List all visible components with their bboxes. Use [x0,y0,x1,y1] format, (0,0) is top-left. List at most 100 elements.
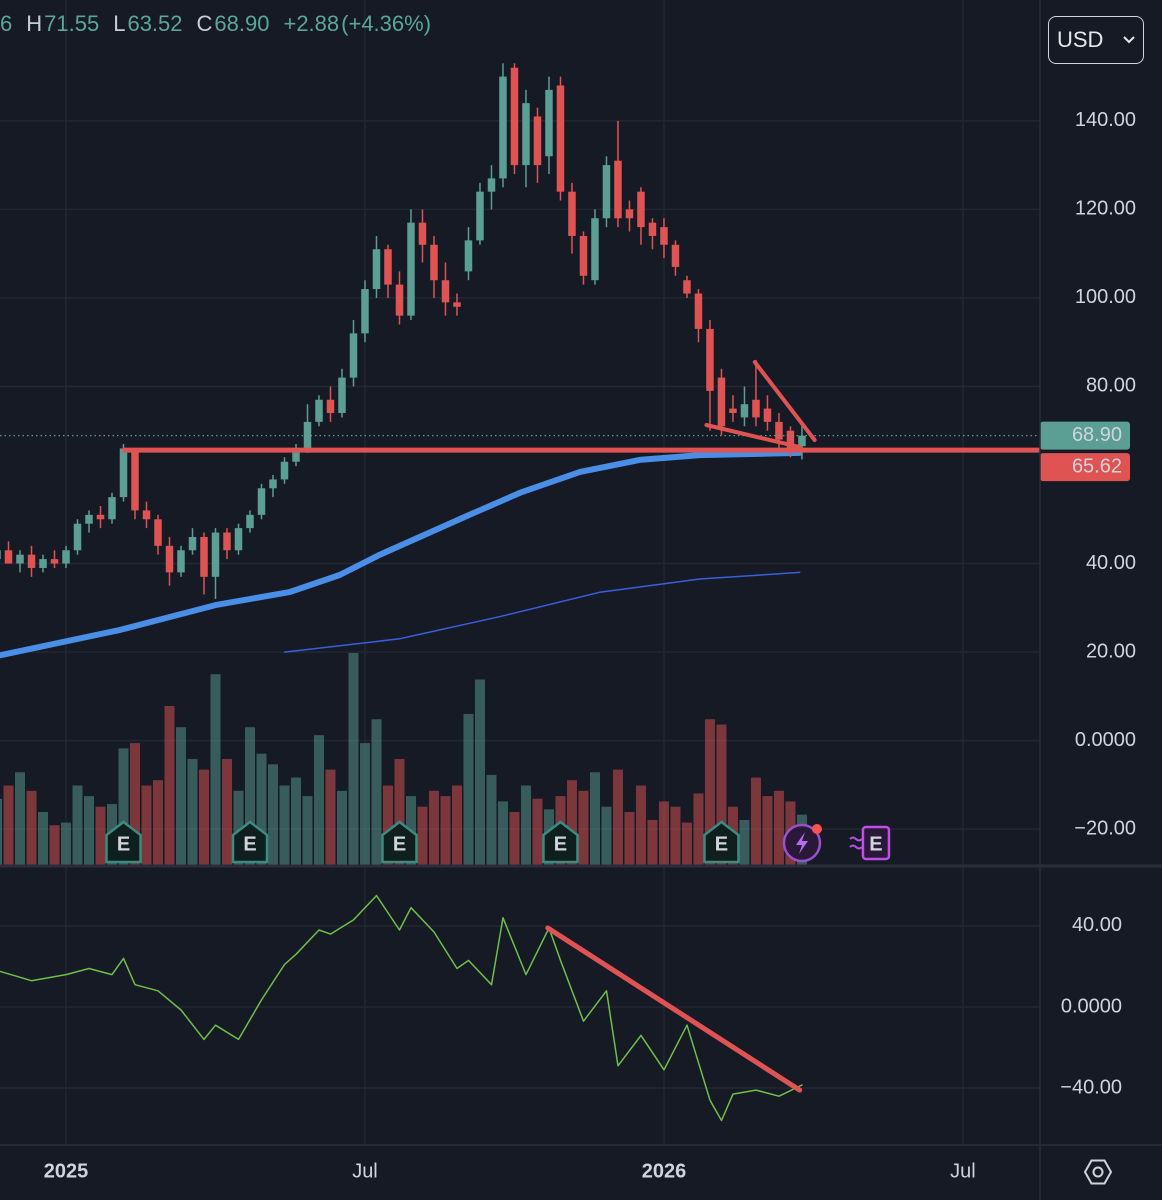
candle-body [223,532,231,551]
volume-bar [578,790,589,865]
volume-bar [532,798,543,865]
candle-body [154,519,162,546]
volume-bar [26,790,37,865]
candle-body [556,85,565,192]
candle-body [648,222,657,236]
volume-bar [509,812,520,865]
earnings-icon-label: E [393,833,406,855]
volume-bar [624,812,635,865]
volume-bar [359,743,370,865]
volume-bar [244,727,255,865]
volume-bar [61,822,72,865]
candle-body [108,497,116,520]
candle-body [476,191,484,241]
volume-bar [463,713,474,865]
candle-body [694,293,703,329]
currency-label: USD [1057,27,1104,52]
earnings-icon: E [381,820,418,864]
candle-body [614,160,622,219]
volume-bar [382,785,393,865]
volume-bar [658,801,669,865]
candle-body [280,461,289,480]
y2-tick-label: 40.00 [1072,914,1122,936]
header-item: 63.52 [127,11,183,36]
candle-body [430,244,438,281]
candle-body [602,165,611,219]
candle-body [625,209,634,219]
y-tick-label: 40.00 [1086,552,1136,574]
y-tick-label: −20.00 [1074,817,1136,839]
candle-body [372,249,381,290]
candle-body [453,302,461,307]
indicator-trendline [545,925,803,1093]
indicator-line [0,894,803,1122]
candle-body [27,554,36,568]
volume-bar [3,785,14,865]
earnings-icon: E [105,820,142,864]
candle-body [499,76,507,179]
header-item: H [26,11,43,36]
candle-body [775,421,783,440]
settings-button[interactable] [1083,1159,1113,1185]
candle-body [292,448,300,462]
header-item: 68.90 [214,11,270,36]
earnings-icon: E [231,820,269,864]
volume-bar [773,790,784,865]
volume-bar [187,759,198,865]
candle-body [211,532,220,577]
volume-bar [750,777,761,865]
volume-bar [428,790,439,865]
volume-bar [635,785,646,865]
candle-body [4,550,13,564]
volume-bar [302,796,313,865]
candle-body [568,191,576,236]
candle-body [16,554,24,564]
y-tick-label: 20.00 [1086,640,1136,662]
candle-body [706,328,714,391]
volume-bar [739,819,750,865]
volume-bar [141,785,152,865]
candle-body [73,523,82,551]
y-tick-label: 0.0000 [1075,729,1136,751]
y-tick-label: 80.00 [1086,375,1136,397]
y-tick-label: 100.00 [1075,286,1136,308]
volume-bar [474,679,485,865]
header-item: (+4.36%) [341,11,432,36]
volume-bar [394,759,405,865]
volume-bar [198,769,209,865]
x-tick-label: Jul [950,1160,976,1182]
trendline [752,360,817,442]
volume-bar [267,764,278,865]
candle-body [246,514,254,529]
volume-bar [348,653,359,865]
candle-body [660,227,668,245]
volume-bar [371,719,382,865]
volume-bar [15,772,26,865]
upcoming-earnings-icon: E [849,825,891,861]
volume-bar [486,774,497,865]
settings-icon [1083,1159,1113,1185]
candle-body [798,435,806,447]
x-tick-label: 2026 [642,1160,687,1182]
moving-average [283,571,801,653]
volume-bar [762,796,773,865]
volume-bar [153,780,164,865]
candle-body [464,240,473,272]
earnings-icon-shape [231,820,269,864]
earnings-icon-shape [105,820,142,864]
settings-icon-center [1092,1166,1104,1178]
volume-bar [0,798,3,865]
candle-body [269,479,277,489]
candle-body [177,550,185,573]
currency-button[interactable]: USD [1048,16,1144,64]
volume-bar [566,780,577,865]
volume-bar [175,727,186,865]
level-label: 65.62 [1072,455,1122,477]
earnings-icon: E [542,820,579,864]
upcoming-earnings-waves [849,836,863,850]
upcoming-earnings-box [861,825,891,861]
candle-body [740,404,749,418]
volume-bar [210,674,221,865]
y2-tick-label: 0.0000 [1061,995,1122,1017]
